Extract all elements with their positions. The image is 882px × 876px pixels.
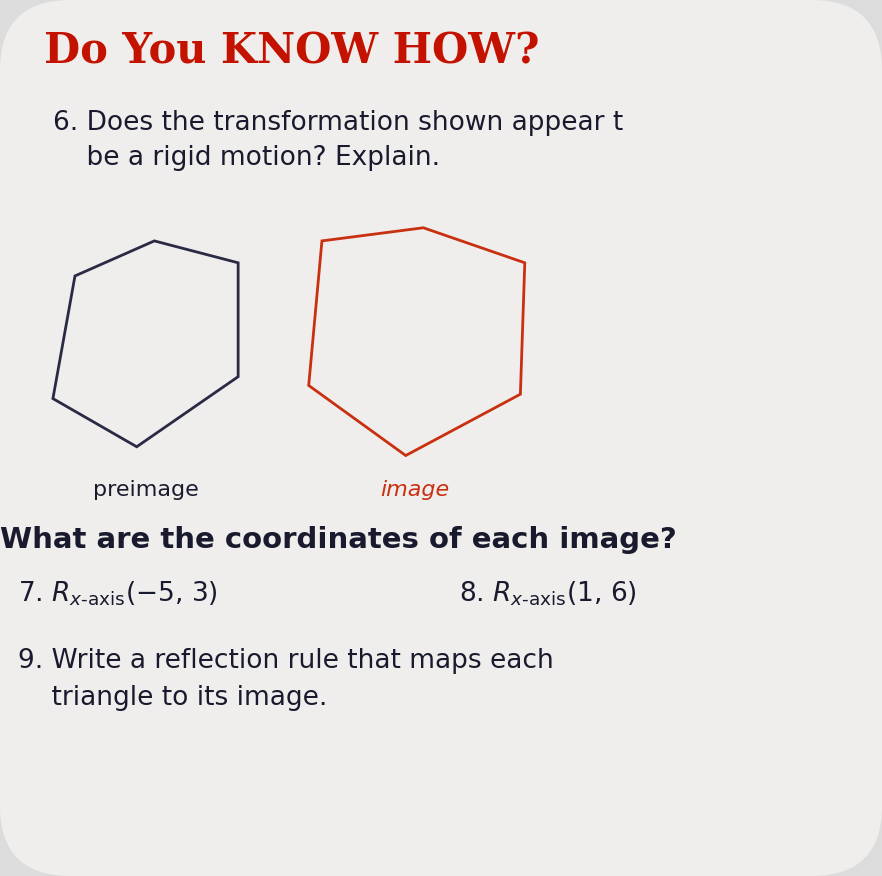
Text: preimage: preimage [93,480,198,500]
Text: Do You KNOW HOW?: Do You KNOW HOW? [44,31,540,73]
Text: What are the coordinates of each image?: What are the coordinates of each image? [0,526,676,554]
Text: be a rigid motion? Explain.: be a rigid motion? Explain. [53,145,440,171]
Text: 7. $R_{x\mathsf{\text{-axis}}}$​(−5, 3): 7. $R_{x\mathsf{\text{-axis}}}$​(−5, 3) [18,580,218,609]
Text: image: image [380,480,449,500]
Text: 8. $R_{x\mathsf{\text{-axis}}}$(1, 6): 8. $R_{x\mathsf{\text{-axis}}}$(1, 6) [459,580,637,609]
Text: 6. Does the transformation shown appear t: 6. Does the transformation shown appear … [53,110,624,136]
Text: 9. Write a reflection rule that maps each: 9. Write a reflection rule that maps eac… [18,648,553,675]
Text: triangle to its image.: triangle to its image. [18,685,327,711]
